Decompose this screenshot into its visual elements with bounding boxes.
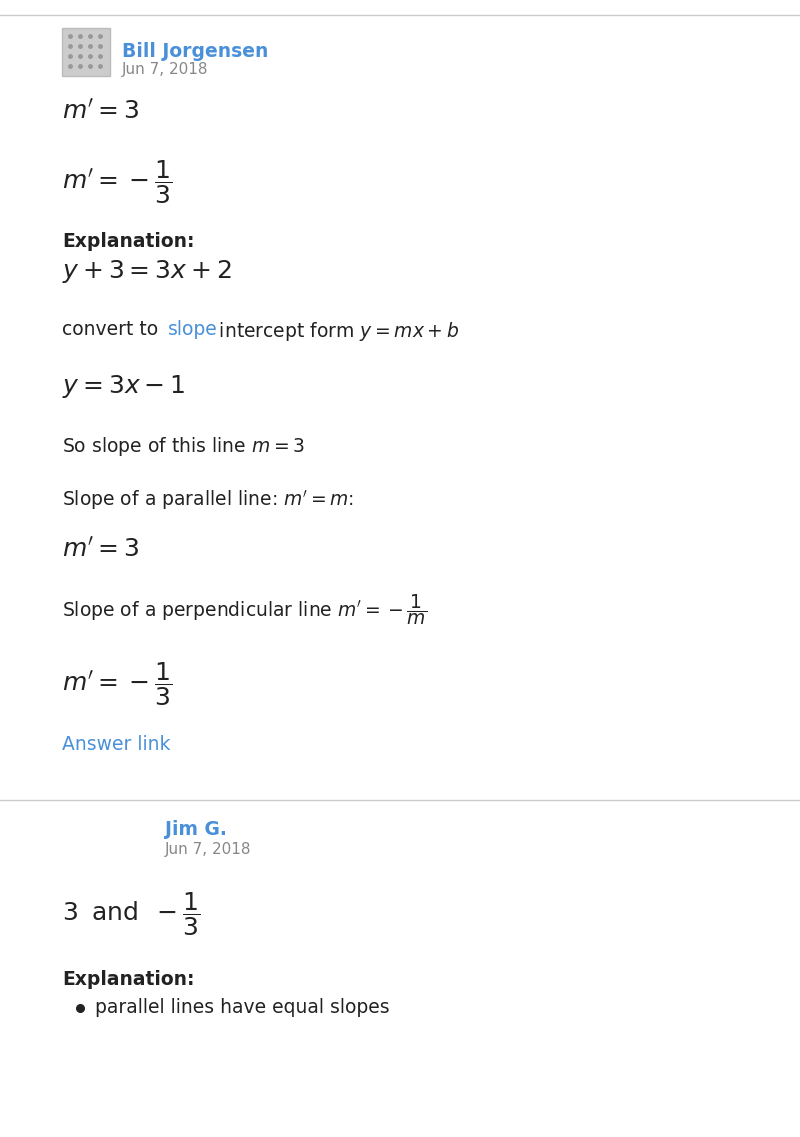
Text: Explanation:: Explanation: [62,232,194,251]
Text: $y + 3 = 3x + 2$: $y + 3 = 3x + 2$ [62,258,231,285]
Text: $3\;\;\text{and}\;\;-\dfrac{1}{3}$: $3\;\;\text{and}\;\;-\dfrac{1}{3}$ [62,890,201,938]
Text: Answer link: Answer link [62,735,170,754]
Text: Jun 7, 2018: Jun 7, 2018 [165,843,251,857]
Text: convert to: convert to [62,319,164,339]
Text: Explanation:: Explanation: [62,970,194,989]
Text: intercept form $y = mx + b$: intercept form $y = mx + b$ [213,319,459,343]
Text: slope: slope [168,319,218,339]
Text: Jim G.: Jim G. [165,820,227,839]
Text: Slope of a perpendicular line $m' = -\dfrac{1}{m}$: Slope of a perpendicular line $m' = -\df… [62,592,427,626]
FancyBboxPatch shape [62,28,110,76]
Text: $m' = -\dfrac{1}{3}$: $m' = -\dfrac{1}{3}$ [62,158,172,206]
Text: Bill Jorgensen: Bill Jorgensen [122,42,268,61]
Text: $y = 3x - 1$: $y = 3x - 1$ [62,373,185,400]
Text: $m' = -\dfrac{1}{3}$: $m' = -\dfrac{1}{3}$ [62,659,172,708]
Text: So slope of this line $m = 3$: So slope of this line $m = 3$ [62,435,305,458]
Text: $m' = 3$: $m' = 3$ [62,538,139,562]
Text: Jun 7, 2018: Jun 7, 2018 [122,63,209,77]
Text: Slope of a parallel line: $m' = m$:: Slope of a parallel line: $m' = m$: [62,488,354,512]
Text: parallel lines have equal slopes: parallel lines have equal slopes [95,998,390,1016]
Text: $m' = 3$: $m' = 3$ [62,100,139,124]
